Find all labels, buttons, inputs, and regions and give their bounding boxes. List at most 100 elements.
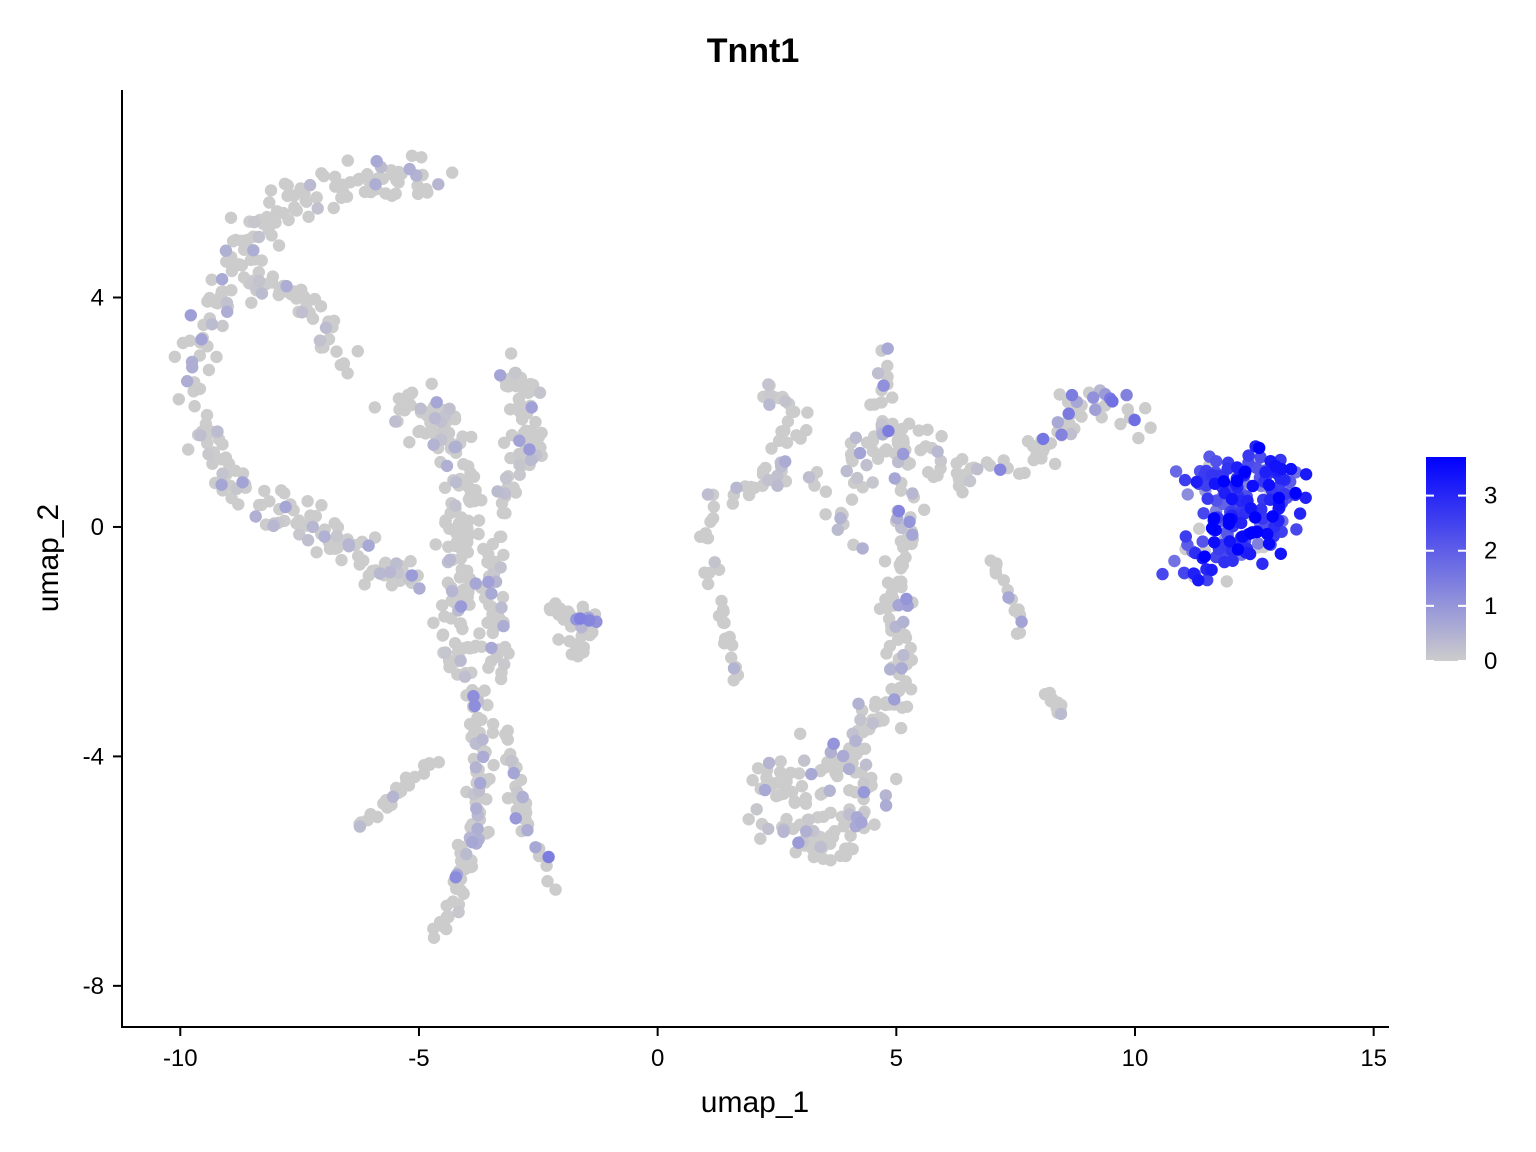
cell-point xyxy=(779,395,792,408)
cell-point xyxy=(952,472,966,486)
cell-point xyxy=(318,530,331,543)
cell-point xyxy=(469,577,482,590)
cell-point xyxy=(819,485,833,498)
cell-point xyxy=(497,436,511,449)
legend-tick-label: 2 xyxy=(1484,538,1497,565)
cell-point xyxy=(436,599,449,612)
cell-point xyxy=(301,495,314,508)
cell-point xyxy=(750,803,763,816)
cell-point xyxy=(336,184,349,197)
cell-point xyxy=(1121,403,1135,416)
cell-point xyxy=(475,640,488,653)
cell-point xyxy=(1013,626,1027,639)
cell-point xyxy=(563,635,576,648)
cell-point xyxy=(449,871,462,884)
cell-point xyxy=(469,761,483,774)
cell-point xyxy=(866,717,880,730)
cell-point xyxy=(449,499,462,512)
cell-point xyxy=(552,633,565,646)
cell-point xyxy=(541,875,554,888)
cell-point xyxy=(1021,435,1035,448)
cell-point xyxy=(891,437,905,450)
cell-point xyxy=(956,486,969,499)
cell-point xyxy=(168,350,181,363)
cell-point xyxy=(726,497,739,510)
cell-point xyxy=(452,905,465,919)
cell-point xyxy=(866,476,879,489)
cell-point xyxy=(746,774,759,787)
cell-point xyxy=(423,757,436,770)
cell-point xyxy=(369,178,382,191)
cell-point xyxy=(223,254,236,267)
cell-point xyxy=(800,825,813,838)
cell-point xyxy=(1178,473,1192,487)
cell-point xyxy=(429,538,442,551)
cell-point xyxy=(934,454,947,468)
cell-point xyxy=(829,767,842,780)
cell-point xyxy=(577,641,590,654)
cell-point xyxy=(497,619,510,633)
cell-point xyxy=(219,244,233,257)
cell-point xyxy=(216,438,229,451)
cell-point xyxy=(1220,575,1234,588)
cell-point xyxy=(322,333,336,346)
cell-point xyxy=(1169,465,1183,478)
cell-point xyxy=(1198,550,1211,563)
cell-point xyxy=(215,478,228,491)
cell-point xyxy=(467,727,481,740)
cell-point xyxy=(248,215,261,229)
cell-point xyxy=(306,520,319,534)
cell-point xyxy=(574,612,587,625)
cell-point xyxy=(255,254,268,267)
cell-point xyxy=(331,541,344,554)
cell-point xyxy=(202,448,215,461)
cell-point xyxy=(1284,462,1298,476)
cell-point xyxy=(427,931,441,944)
cell-point xyxy=(834,512,847,525)
cell-point xyxy=(427,438,440,451)
cell-point xyxy=(258,484,271,498)
cell-point xyxy=(442,540,455,553)
cell-point xyxy=(849,431,863,444)
cell-point xyxy=(267,519,280,533)
cell-point xyxy=(404,555,417,568)
cell-point xyxy=(772,434,786,447)
cell-point xyxy=(795,780,809,793)
cell-point xyxy=(879,799,893,812)
cell-point xyxy=(236,476,249,489)
cell-point xyxy=(701,488,715,501)
cell-point xyxy=(781,415,795,428)
cell-point xyxy=(362,539,375,552)
cell-point xyxy=(854,713,867,727)
cell-point xyxy=(780,775,793,788)
cell-point xyxy=(335,553,348,567)
cell-point xyxy=(310,546,323,559)
cell-point xyxy=(439,646,452,659)
y-tick-label: 4 xyxy=(91,285,104,312)
y-tick-label: -4 xyxy=(83,743,104,770)
cell-point xyxy=(542,850,555,864)
y-axis-ticks: 4 0 -4 -8 xyxy=(83,285,122,1000)
cell-point xyxy=(194,429,207,442)
cell-point xyxy=(308,293,321,306)
cell-point xyxy=(486,726,499,739)
cell-point xyxy=(880,443,893,456)
cell-point xyxy=(1054,707,1068,721)
cell-point xyxy=(272,239,286,252)
color-legend: 0 1 2 3 xyxy=(1426,457,1497,675)
cell-point xyxy=(903,515,916,528)
cell-point xyxy=(470,802,483,815)
cell-point xyxy=(525,401,538,414)
cell-point xyxy=(264,184,278,197)
cell-point xyxy=(473,627,486,640)
cell-point xyxy=(476,733,489,746)
cell-point xyxy=(351,345,364,358)
cell-point xyxy=(486,607,499,621)
cell-point xyxy=(282,213,295,227)
cell-point xyxy=(495,530,508,543)
cell-point xyxy=(358,185,372,199)
cell-point xyxy=(403,162,416,176)
cell-point xyxy=(823,784,836,797)
cell-point xyxy=(413,424,426,438)
